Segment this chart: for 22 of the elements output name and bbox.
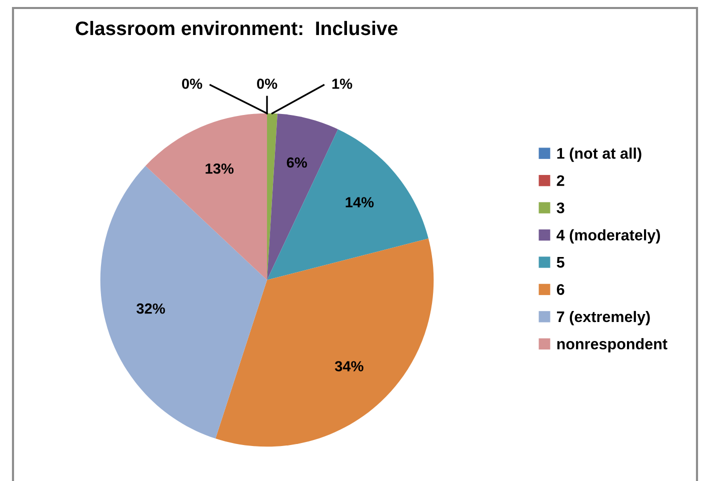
legend-label: 1 (not at all) <box>557 148 642 162</box>
pie-slice <box>215 238 434 447</box>
data-label: 6% <box>286 157 307 168</box>
chart-title: Classroom environment: Inclusive <box>76 20 398 36</box>
legend-label: 4 (moderately) <box>556 229 660 244</box>
legend-label: 6 <box>556 284 564 295</box>
legend-label: 5 <box>556 257 564 268</box>
pie-slice <box>267 129 428 280</box>
pie-slice <box>146 113 267 280</box>
data-label: 13% <box>206 163 234 174</box>
data-label: 1% <box>332 78 352 89</box>
pie-slice <box>267 114 338 280</box>
pie-slice <box>100 166 267 439</box>
data-label: 14% <box>346 197 374 208</box>
data-label: 32% <box>136 303 165 314</box>
legend-label: 7 (extremely) <box>556 310 650 326</box>
legend-label: 2 <box>556 175 564 186</box>
legend-label: nonrespondent <box>557 338 668 352</box>
data-label: 34% <box>334 361 364 372</box>
legend-label: 3 <box>556 202 564 214</box>
text: 0% <box>257 78 278 89</box>
text: 0% <box>182 78 202 89</box>
